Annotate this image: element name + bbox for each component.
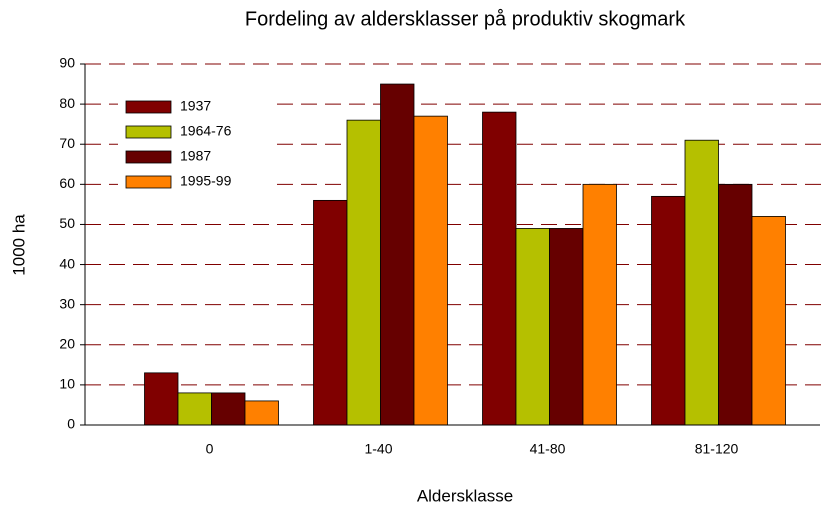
bar bbox=[651, 195, 686, 426]
bar bbox=[515, 228, 550, 426]
bar bbox=[380, 83, 415, 426]
legend-label: 1937 bbox=[180, 98, 211, 114]
y-tick-label: 0 bbox=[67, 416, 75, 432]
bar bbox=[482, 111, 517, 426]
bar bbox=[177, 392, 212, 426]
legend-label: 1987 bbox=[180, 148, 211, 164]
legend-swatch bbox=[125, 125, 172, 139]
bar bbox=[211, 392, 246, 426]
bar bbox=[144, 372, 179, 426]
bar bbox=[751, 216, 786, 426]
y-tick-label: 10 bbox=[59, 376, 75, 392]
y-tick-label: 80 bbox=[59, 95, 75, 111]
x-tick-label: 0 bbox=[206, 441, 214, 457]
x-tick-label: 41-80 bbox=[530, 441, 566, 457]
legend-swatch bbox=[125, 100, 172, 114]
y-tick-label: 90 bbox=[59, 55, 75, 71]
bar bbox=[413, 115, 448, 426]
legend-label: 1964-76 bbox=[180, 123, 232, 139]
x-axis-label: Aldersklasse bbox=[417, 486, 513, 505]
bar bbox=[549, 228, 584, 426]
bar bbox=[684, 139, 719, 426]
y-tick-label: 40 bbox=[59, 255, 75, 271]
x-tick-label: 81-120 bbox=[695, 441, 739, 457]
y-tick-label: 30 bbox=[59, 295, 75, 311]
y-tick-label: 60 bbox=[59, 175, 75, 191]
x-tick-label: 1-40 bbox=[364, 441, 392, 457]
y-axis-label: 1000 ha bbox=[9, 214, 28, 276]
y-tick-label: 20 bbox=[59, 335, 75, 351]
legend-label: 1995-99 bbox=[180, 173, 232, 189]
legend-swatch bbox=[125, 175, 172, 189]
y-tick-label: 70 bbox=[59, 135, 75, 151]
bar bbox=[244, 400, 279, 426]
legend-swatch bbox=[125, 150, 172, 164]
bar bbox=[346, 119, 381, 426]
bar bbox=[582, 183, 617, 426]
y-tick-label: 50 bbox=[59, 215, 75, 231]
chart-title: Fordeling av aldersklasser på produktiv … bbox=[245, 8, 686, 30]
bar bbox=[313, 199, 348, 426]
bar bbox=[718, 183, 753, 426]
